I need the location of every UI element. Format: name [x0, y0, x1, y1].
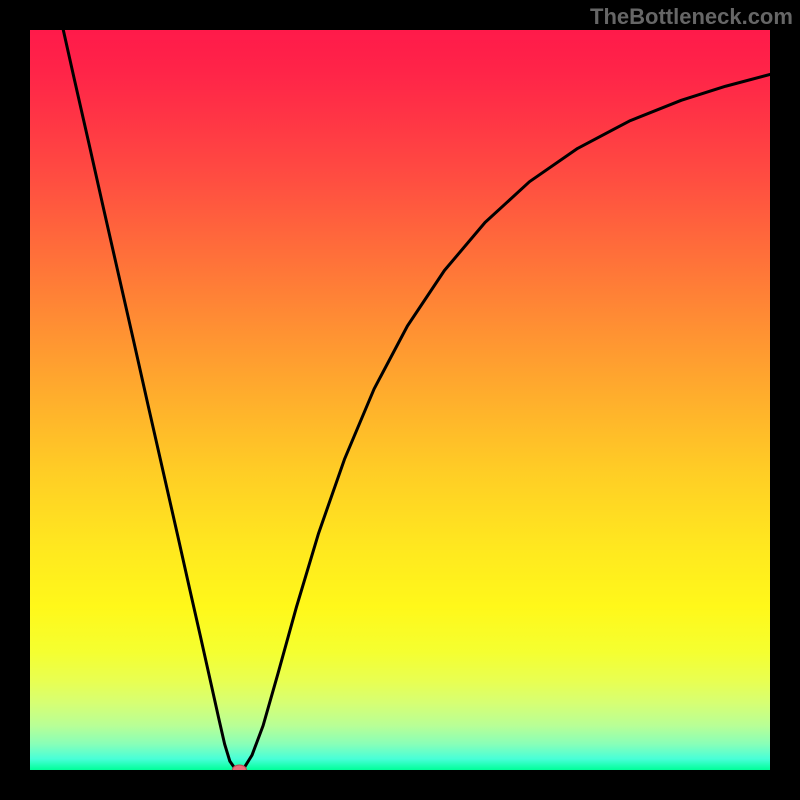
- chart-container: TheBottleneck.com: [0, 0, 800, 800]
- chart-svg: [30, 30, 770, 770]
- gradient-background: [30, 30, 770, 770]
- watermark-text: TheBottleneck.com: [590, 4, 793, 30]
- plot-area: [30, 30, 770, 770]
